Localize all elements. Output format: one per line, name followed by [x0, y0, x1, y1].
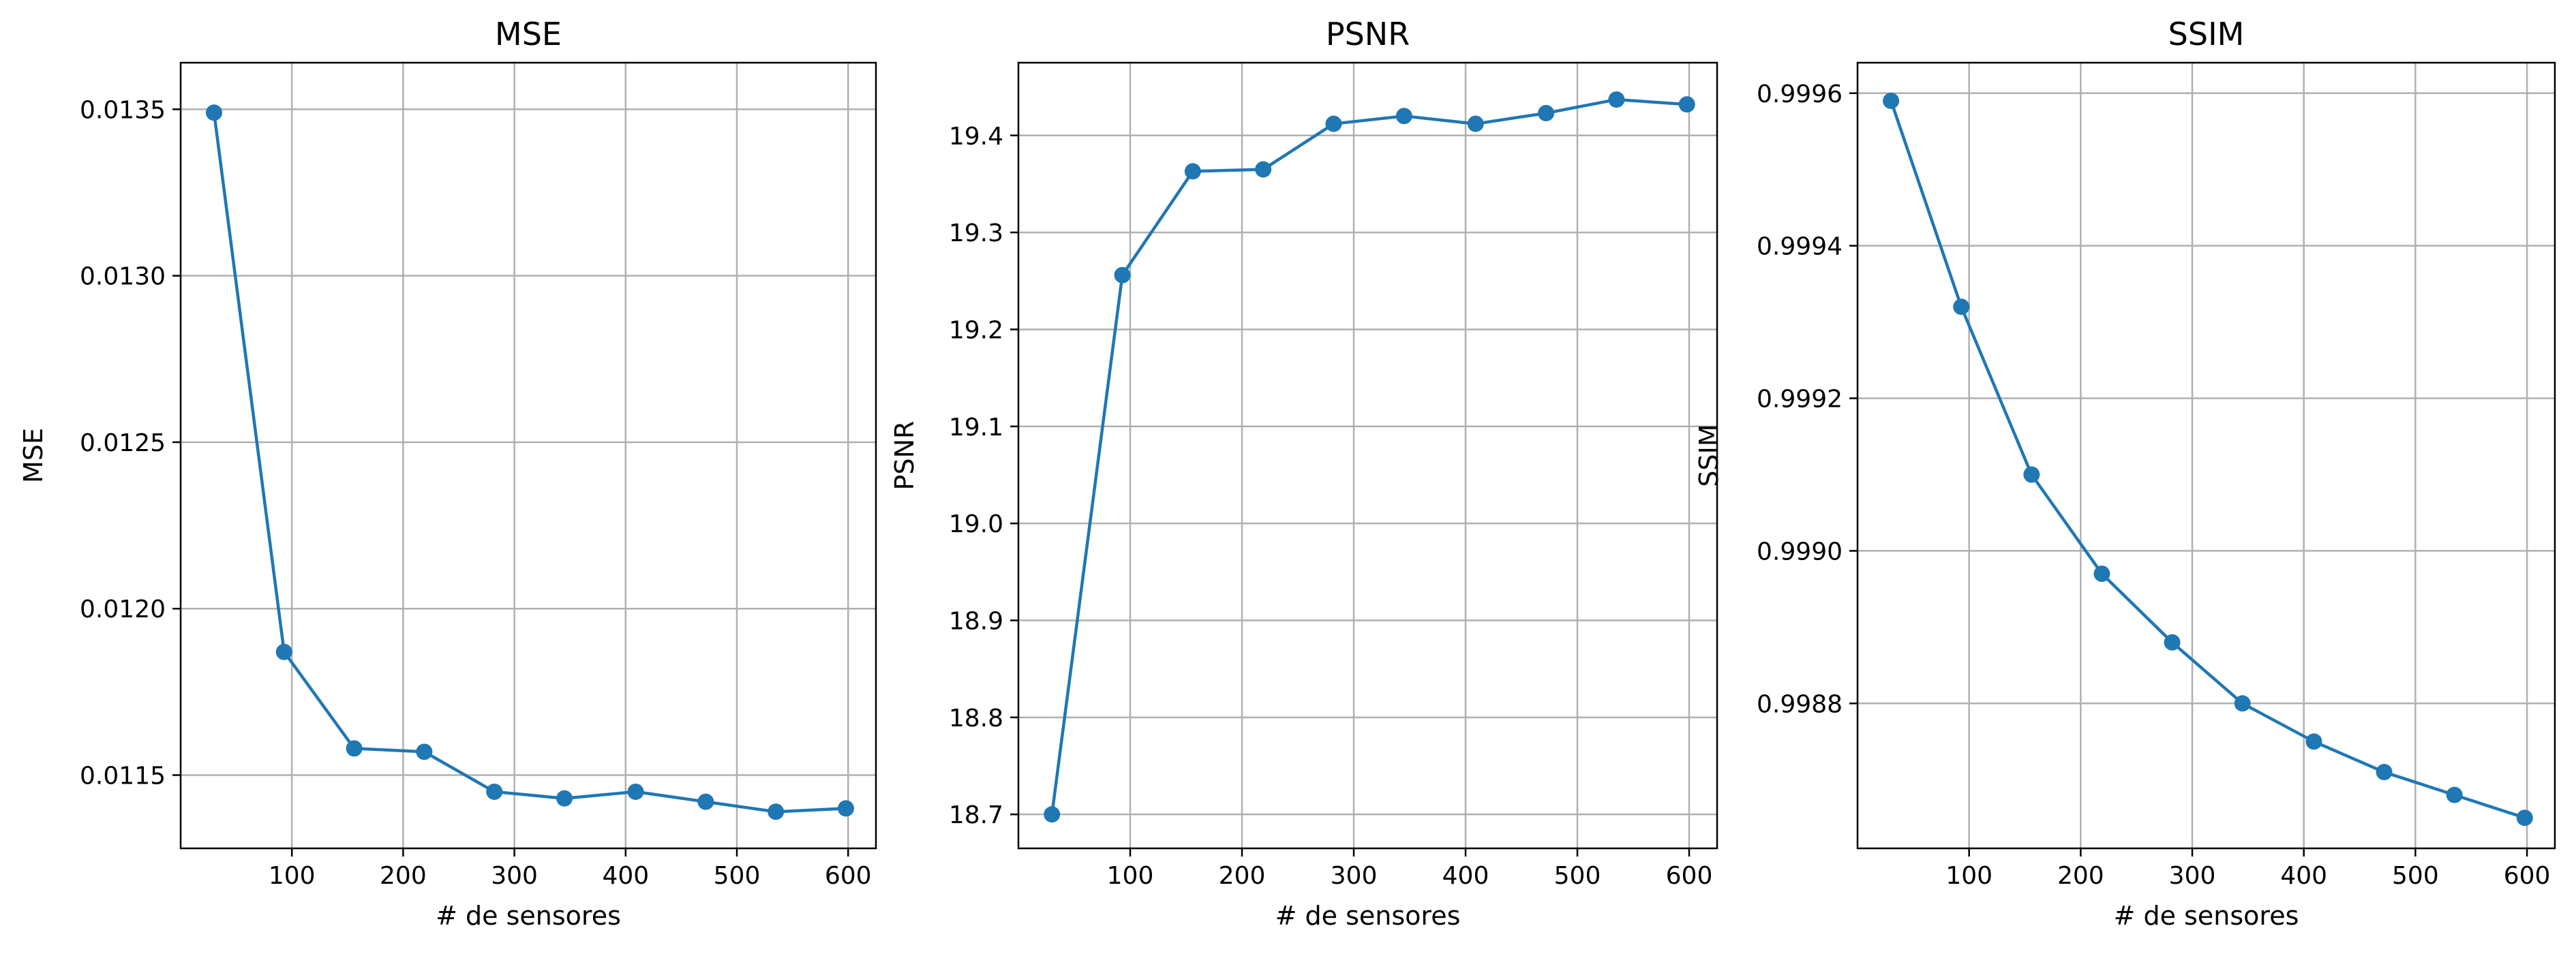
panel-psnr: 100 200 300 400 500 600 18.7 18.8 18.9 19.0 19.1 19… [890, 16, 1718, 931]
y-tick-label: 19.4 [949, 123, 1003, 151]
panel-mse: 100 200 300 400 500 600 0.0115 0.0120 0.0125 0.01… [18, 16, 877, 931]
x-tick-label: 500 [714, 862, 761, 890]
marker-layer [205, 104, 854, 820]
data-point [1184, 163, 1201, 180]
data-point [1883, 92, 1900, 109]
grid [1018, 63, 1717, 848]
data-point [2516, 809, 2533, 827]
axes-frame [1856, 61, 2556, 850]
data-point [486, 783, 503, 800]
ticks: 100 200 300 400 500 600 18.7 18.8 18.9 19.0 19.1 19… [949, 123, 1713, 890]
grid [181, 63, 876, 848]
y-axis-label: PSNR [890, 421, 920, 491]
y-tick-label: 0.0130 [80, 263, 166, 291]
x-tick-label: 400 [2280, 862, 2327, 890]
data-point [2023, 466, 2040, 483]
data-point [2376, 764, 2393, 781]
data-point [275, 643, 292, 660]
x-axis-label: # de sensores [2114, 901, 2299, 931]
series-line [1050, 97, 1687, 815]
y-tick-label: 19.1 [949, 414, 1003, 442]
y-tick-label: 19.3 [949, 219, 1003, 247]
x-tick-label: 300 [2169, 862, 2216, 890]
y-tick-label: 19.0 [949, 510, 1003, 538]
data-point [2305, 733, 2322, 750]
y-tick-label: 0.0135 [80, 96, 166, 124]
x-tick-label: 600 [2504, 862, 2551, 890]
ticks: 100 200 300 400 500 600 0.0115 0.0120 0.0125 0.01… [80, 96, 872, 890]
y-tick-label: 0.9994 [1757, 233, 1843, 261]
data-point [1467, 115, 1484, 132]
y-tick-label: 0.9992 [1757, 386, 1843, 414]
y-tick-label: 0.0125 [80, 429, 166, 457]
x-tick-label: 300 [491, 862, 538, 890]
y-tick-label: 0.0115 [80, 762, 166, 790]
data-point [837, 800, 854, 817]
data-point [416, 743, 433, 760]
data-point [1325, 115, 1342, 132]
data-point [205, 104, 222, 121]
x-tick-label: 500 [2392, 862, 2439, 890]
y-tick-label: 0.0120 [80, 596, 166, 623]
y-axis-label: SSIM [1694, 424, 1724, 487]
y-axis-label: MSE [18, 428, 48, 483]
ticks: 100 200 300 400 500 600 0.9988 0.9990 0.9992 0.99… [1757, 80, 2550, 890]
panel-ssim: 100 200 300 400 500 600 0.9988 0.9990 0.9992 0.99… [1694, 16, 2556, 931]
line-layer [212, 112, 847, 814]
marker-layer [1044, 91, 1695, 823]
marker-layer [1883, 92, 2533, 827]
data-point [2446, 786, 2463, 803]
x-tick-label: 100 [1945, 862, 1992, 890]
series-line [1889, 100, 2526, 820]
y-tick-label: 19.2 [949, 316, 1003, 344]
x-tick-label: 100 [1107, 862, 1154, 890]
x-tick-label: 200 [1219, 862, 1266, 890]
data-point [346, 740, 363, 757]
data-point [2164, 634, 2181, 651]
data-point [768, 803, 785, 820]
data-point [556, 790, 573, 807]
data-point [697, 793, 714, 810]
grid [1858, 63, 2555, 848]
x-tick-label: 200 [2057, 862, 2104, 890]
y-tick-label: 0.9996 [1757, 80, 1843, 108]
axes-frame [1017, 61, 1718, 850]
data-point [1538, 105, 1555, 122]
data-point [1114, 266, 1131, 283]
x-tick-label: 500 [1554, 862, 1601, 890]
chart-title: SSIM [2168, 16, 2245, 52]
x-tick-label: 600 [825, 862, 872, 890]
x-tick-label: 400 [602, 862, 649, 890]
chart-title: MSE [495, 16, 562, 52]
x-axis-label: # de sensores [436, 901, 621, 931]
line-layer [1889, 100, 2526, 820]
chart-title: PSNR [1326, 16, 1410, 52]
x-tick-label: 100 [269, 862, 316, 890]
data-point [627, 783, 644, 800]
x-tick-label: 200 [380, 862, 427, 890]
y-tick-label: 18.8 [949, 705, 1003, 733]
data-point [1608, 91, 1625, 108]
x-tick-label: 300 [1331, 862, 1378, 890]
x-axis-label: # de sensores [1275, 901, 1461, 931]
data-point [1395, 108, 1412, 125]
axes-frame [179, 61, 877, 850]
x-tick-label: 600 [1666, 862, 1713, 890]
x-tick-label: 400 [1442, 862, 1489, 890]
data-point [1255, 161, 1272, 178]
y-tick-label: 0.9990 [1757, 538, 1843, 566]
data-point [2093, 566, 2110, 583]
y-tick-label: 18.9 [949, 607, 1003, 635]
data-point [1953, 298, 1970, 315]
y-tick-label: 18.7 [949, 801, 1003, 829]
line-layer [1050, 97, 1687, 815]
data-point [1044, 806, 1061, 823]
y-tick-label: 0.9988 [1757, 690, 1843, 718]
series-line [212, 112, 847, 814]
data-point [1678, 96, 1695, 113]
data-point [2234, 695, 2251, 712]
